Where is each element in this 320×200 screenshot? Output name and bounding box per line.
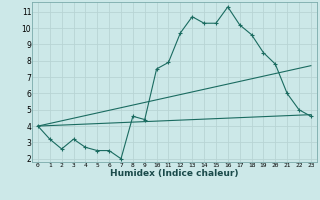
X-axis label: Humidex (Indice chaleur): Humidex (Indice chaleur): [110, 169, 239, 178]
